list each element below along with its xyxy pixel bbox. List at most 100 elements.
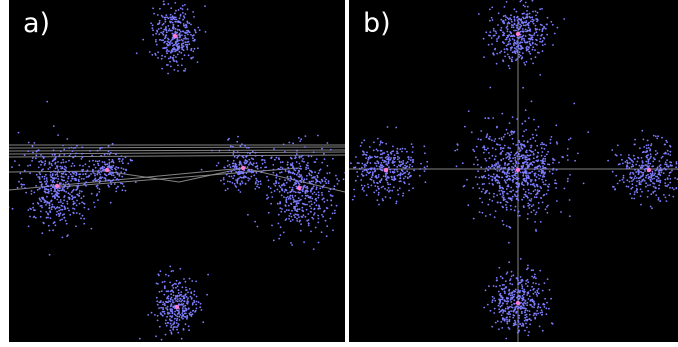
scatter-point xyxy=(496,52,499,55)
scatter-point xyxy=(550,322,553,324)
scatter-point xyxy=(300,181,303,184)
scatter-point xyxy=(641,161,644,164)
scatter-point xyxy=(522,171,525,174)
scatter-point xyxy=(541,44,544,46)
scatter-point xyxy=(186,302,188,305)
scatter-point xyxy=(66,207,69,210)
scatter-point xyxy=(180,51,183,54)
scatter-point xyxy=(325,235,328,238)
scatter-point xyxy=(515,190,518,193)
scatter-point xyxy=(168,28,171,30)
scatter-point xyxy=(541,329,544,332)
scatter-point xyxy=(541,289,544,292)
scatter-point xyxy=(534,178,537,181)
scatter-point xyxy=(526,164,529,167)
scatter-point xyxy=(544,43,546,46)
scatter-point xyxy=(162,303,164,306)
cluster-top xyxy=(478,0,566,89)
scatter-point xyxy=(656,167,659,170)
scatter-point xyxy=(257,180,260,183)
scatter-point xyxy=(287,166,290,169)
scatter-point xyxy=(555,169,558,171)
scatter-point xyxy=(639,188,642,191)
scatter-point xyxy=(518,183,521,186)
scatter-point xyxy=(354,179,357,182)
scatter-point xyxy=(67,182,70,185)
scatter-point xyxy=(248,178,251,180)
scatter-point xyxy=(505,26,508,29)
scatter-point xyxy=(511,56,514,59)
scatter-point xyxy=(286,161,289,164)
scatter-point xyxy=(517,330,520,333)
scatter-point xyxy=(493,307,496,310)
scatter-point xyxy=(279,226,282,229)
scatter-point xyxy=(174,16,177,19)
scatter-point xyxy=(541,201,544,204)
scatter-point xyxy=(379,140,382,143)
scatter-point xyxy=(368,172,370,175)
scatter-point xyxy=(300,177,303,180)
scatter-point xyxy=(495,32,498,34)
scatter-point xyxy=(502,15,505,18)
scatter-point xyxy=(176,61,178,63)
scatter-point xyxy=(531,164,534,166)
scatter-point xyxy=(525,60,528,63)
scatter-point xyxy=(511,38,514,40)
scatter-point xyxy=(72,188,75,191)
scatter-point xyxy=(247,168,250,171)
scatter-point xyxy=(278,178,281,180)
scatter-point xyxy=(528,172,531,174)
scatter-point xyxy=(536,155,539,158)
scatter-point xyxy=(185,308,188,310)
scatter-point xyxy=(176,295,179,298)
scatter-point xyxy=(57,196,60,198)
scatter-point xyxy=(240,176,243,179)
scatter-point xyxy=(389,189,391,192)
scatter-point xyxy=(33,209,35,212)
scatter-point xyxy=(505,182,507,184)
scatter-point xyxy=(614,153,617,156)
scatter-point xyxy=(654,169,657,172)
scatter-point xyxy=(633,158,636,160)
scatter-point xyxy=(81,170,84,173)
scatter-point xyxy=(517,162,520,165)
cluster-center xyxy=(54,183,60,189)
scatter-point xyxy=(666,178,669,181)
scatter-point xyxy=(163,41,166,44)
scatter-point xyxy=(652,185,655,188)
scatter-point xyxy=(490,16,493,19)
scatter-point xyxy=(317,194,320,197)
scatter-point xyxy=(635,163,637,166)
scatter-point xyxy=(642,171,645,174)
scatter-point xyxy=(88,160,91,163)
scatter-point xyxy=(147,314,150,316)
scatter-point xyxy=(34,216,37,219)
scatter-point xyxy=(527,267,529,270)
scatter-point xyxy=(321,214,323,216)
scatter-point xyxy=(407,173,410,176)
scatter-point xyxy=(270,157,272,160)
scatter-point xyxy=(546,23,548,26)
scatter-point xyxy=(423,170,426,173)
scatter-point xyxy=(514,321,517,324)
scatter-point xyxy=(543,148,546,150)
scatter-point xyxy=(327,182,330,185)
scatter-point xyxy=(461,162,464,165)
scatter-point xyxy=(642,173,644,176)
scatter-point xyxy=(266,194,268,197)
scatter-point xyxy=(293,200,296,203)
scatter-point xyxy=(534,273,536,276)
scatter-point xyxy=(283,196,285,199)
scatter-point xyxy=(484,289,487,292)
scatter-point xyxy=(643,168,646,171)
scatter-point xyxy=(523,301,526,304)
scatter-point xyxy=(650,193,653,196)
scatter-point xyxy=(360,184,363,187)
scatter-point xyxy=(634,168,636,171)
scatter-point xyxy=(499,29,502,32)
scatter-point xyxy=(249,152,251,155)
scatter-point xyxy=(550,297,552,300)
scatter-point xyxy=(169,329,172,332)
scatter-point xyxy=(176,309,178,312)
scatter-point xyxy=(183,310,186,313)
